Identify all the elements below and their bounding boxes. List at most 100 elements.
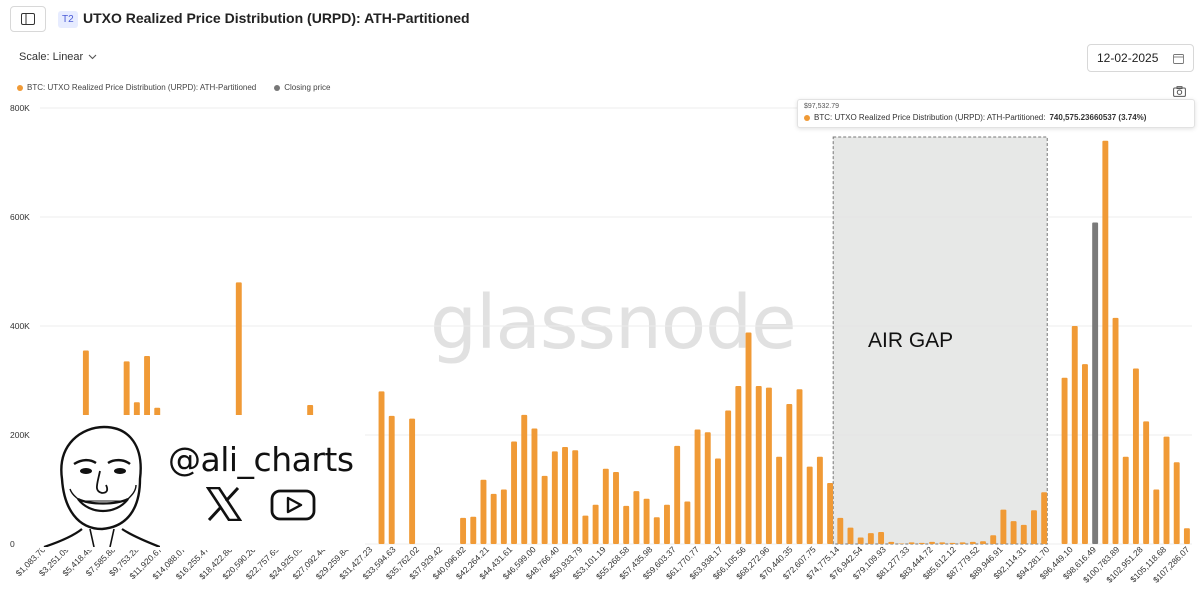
- urpd-bar[interactable]: [969, 541, 976, 544]
- urpd-bar[interactable]: [796, 389, 803, 544]
- urpd-bar[interactable]: [888, 541, 895, 544]
- x-logo-icon[interactable]: [206, 487, 242, 521]
- urpd-bar[interactable]: [990, 535, 997, 544]
- urpd-bar[interactable]: [674, 445, 681, 544]
- urpd-bar[interactable]: [1122, 456, 1129, 544]
- urpd-bar[interactable]: [572, 450, 579, 544]
- urpd-bar[interactable]: [1143, 421, 1150, 545]
- urpd-bar[interactable]: [541, 475, 548, 545]
- urpd-bar[interactable]: [1041, 492, 1048, 544]
- urpd-bar[interactable]: [827, 482, 834, 544]
- urpd-bar[interactable]: [490, 493, 497, 544]
- legend-item-urpd[interactable]: BTC: UTXO Realized Price Distribution (U…: [17, 83, 256, 92]
- urpd-bar[interactable]: [409, 418, 416, 544]
- urpd-bar[interactable]: [786, 403, 793, 544]
- urpd-bar[interactable]: [878, 532, 885, 544]
- glassnode-watermark: glassnode: [430, 280, 797, 366]
- legend-swatch-urpd: [17, 84, 23, 91]
- urpd-bar[interactable]: [929, 541, 935, 544]
- legend-label: Closing price: [284, 83, 331, 92]
- urpd-bar[interactable]: [980, 541, 986, 544]
- tooltip-series-name: BTC: UTXO Realized Price Distribution (U…: [814, 113, 1046, 122]
- urpd-bar[interactable]: [918, 542, 925, 544]
- sidebar-toggle-button[interactable]: [10, 6, 46, 32]
- urpd-bar[interactable]: [500, 489, 507, 545]
- y-axis: 0 200K 400K 600K 800K: [10, 103, 30, 549]
- legend-label: BTC: UTXO Realized Price Distribution (U…: [27, 83, 257, 92]
- chevron-down-icon: [88, 54, 97, 60]
- urpd-bar[interactable]: [1173, 462, 1180, 544]
- legend-swatch-closing-price: [274, 84, 281, 91]
- closing-price-bar[interactable]: [1092, 222, 1099, 544]
- urpd-bar[interactable]: [837, 517, 844, 544]
- scale-dropdown[interactable]: Scale: Linear: [19, 51, 97, 63]
- urpd-bar[interactable]: [623, 505, 630, 544]
- urpd-bar[interactable]: [847, 527, 854, 544]
- urpd-bar[interactable]: [898, 543, 905, 544]
- urpd-bar[interactable]: [735, 385, 742, 544]
- urpd-bar[interactable]: [602, 468, 609, 544]
- urpd-bar[interactable]: [511, 441, 518, 544]
- page-title: UTXO Realized Price Distribution (URPD):…: [83, 10, 470, 26]
- urpd-bar[interactable]: [908, 542, 915, 544]
- urpd-bar[interactable]: [1071, 326, 1078, 544]
- urpd-bar[interactable]: [1153, 489, 1160, 545]
- urpd-bar[interactable]: [857, 537, 864, 544]
- urpd-bar[interactable]: [704, 432, 711, 544]
- urpd-bar[interactable]: [562, 446, 568, 544]
- y-tick-label: 400K: [10, 321, 30, 331]
- urpd-bar[interactable]: [1132, 368, 1139, 544]
- urpd-bar[interactable]: [959, 542, 966, 544]
- urpd-bar[interactable]: [949, 542, 956, 544]
- youtube-icon[interactable]: [270, 489, 316, 521]
- urpd-bar[interactable]: [1061, 377, 1068, 544]
- legend-item-closing-price[interactable]: Closing price: [274, 83, 331, 92]
- urpd-bar[interactable]: [1112, 317, 1119, 544]
- date-value: 12-02-2025: [1097, 51, 1159, 65]
- urpd-bar[interactable]: [633, 491, 640, 544]
- urpd-bar[interactable]: [1031, 510, 1037, 544]
- urpd-bar[interactable]: [1183, 528, 1190, 544]
- scale-label: Scale: Linear: [19, 51, 84, 63]
- tooltip-row: BTC: UTXO Realized Price Distribution (U…: [804, 113, 1188, 122]
- urpd-bar[interactable]: [613, 472, 619, 544]
- urpd-bar[interactable]: [460, 517, 467, 544]
- urpd-bar[interactable]: [939, 542, 946, 544]
- urpd-bar[interactable]: [776, 456, 783, 544]
- urpd-bar[interactable]: [714, 458, 721, 544]
- air-gap-annotation: AIR GAP: [868, 329, 954, 352]
- urpd-bar[interactable]: [653, 517, 660, 544]
- urpd-bar[interactable]: [1082, 364, 1088, 544]
- y-tick-label: 0: [10, 539, 15, 549]
- urpd-bar[interactable]: [745, 332, 752, 544]
- urpd-bar[interactable]: [684, 501, 691, 544]
- urpd-bar[interactable]: [480, 479, 487, 544]
- urpd-bar[interactable]: [725, 410, 732, 544]
- urpd-bar[interactable]: [1000, 509, 1007, 544]
- urpd-bar[interactable]: [582, 515, 589, 544]
- urpd-bar[interactable]: [531, 428, 538, 544]
- urpd-bar[interactable]: [755, 385, 762, 544]
- camera-icon[interactable]: [1173, 86, 1186, 97]
- urpd-bar[interactable]: [1163, 436, 1170, 544]
- date-picker[interactable]: 12-02-2025: [1087, 44, 1194, 72]
- urpd-bar[interactable]: [816, 456, 823, 544]
- chart-tooltip: $97,532.79 BTC: UTXO Realized Price Dist…: [797, 99, 1195, 128]
- urpd-bar[interactable]: [765, 387, 772, 544]
- urpd-bar[interactable]: [521, 414, 528, 544]
- urpd-bar[interactable]: [867, 533, 874, 544]
- urpd-bar[interactable]: [694, 429, 701, 544]
- urpd-bar[interactable]: [806, 466, 813, 544]
- tooltip-swatch: [804, 114, 810, 121]
- urpd-bar[interactable]: [551, 451, 558, 544]
- urpd-bar[interactable]: [388, 415, 395, 544]
- urpd-bar[interactable]: [1020, 524, 1027, 544]
- urpd-bar[interactable]: [378, 391, 385, 544]
- urpd-bar[interactable]: [592, 504, 599, 544]
- urpd-bar[interactable]: [664, 504, 670, 544]
- urpd-bar[interactable]: [643, 498, 650, 544]
- urpd-bar[interactable]: [470, 516, 477, 544]
- urpd-bar[interactable]: [1010, 521, 1017, 544]
- urpd-bar[interactable]: [1102, 140, 1109, 544]
